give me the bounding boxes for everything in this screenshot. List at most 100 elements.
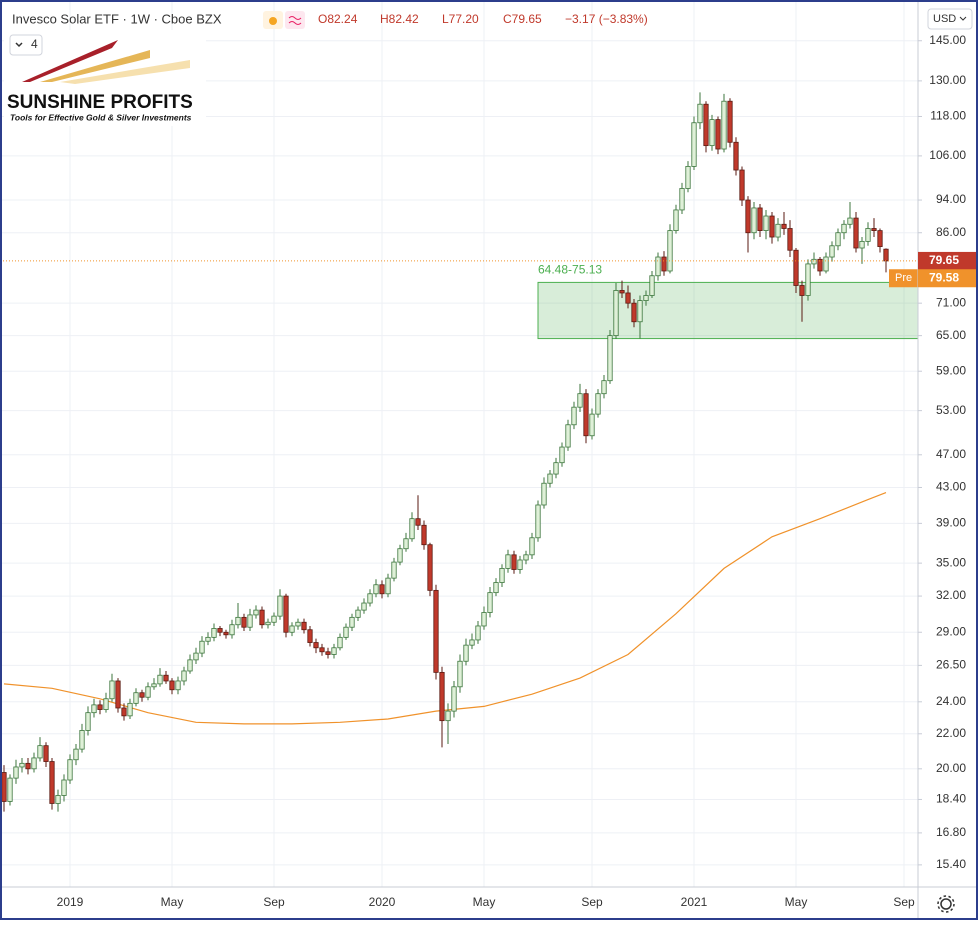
y-tick-label: 16.80 — [936, 825, 966, 839]
candle-body — [715, 119, 721, 150]
candle-body — [181, 670, 187, 682]
candle-body — [289, 625, 295, 633]
candle-body — [637, 300, 643, 323]
candle-body — [163, 674, 169, 682]
candle-body — [691, 122, 697, 167]
candle-body — [79, 730, 85, 750]
candle-body — [265, 621, 271, 626]
legend-item: C79.65 — [503, 12, 542, 26]
candle-body — [823, 256, 829, 272]
candle-body — [37, 745, 43, 759]
candle-body — [541, 482, 547, 506]
candle-body — [619, 290, 625, 294]
candle-body — [883, 248, 889, 262]
axis-layer: 15.40 16.80 18.40 20.00 22.00 24.00 26.50 29.00… — [57, 33, 978, 909]
candle-body — [523, 554, 529, 561]
candle-body — [139, 692, 145, 698]
candle-body — [133, 692, 139, 704]
candle-body — [391, 561, 397, 579]
interval-badge[interactable]: 4 — [9, 34, 43, 56]
candle-body — [841, 223, 847, 234]
last-price-label: 79.65 — [929, 253, 959, 267]
y-tick-label: 15.40 — [936, 857, 966, 871]
x-tick-label: 2019 — [57, 895, 84, 909]
candle-body — [421, 524, 427, 546]
candle-body — [613, 290, 619, 337]
currency-button[interactable]: USD — [927, 8, 973, 30]
candle-body — [865, 228, 871, 242]
badge-box[interactable] — [9, 34, 43, 56]
candle-body — [631, 302, 637, 323]
candle-body — [871, 228, 877, 232]
y-tick-label: 20.00 — [936, 761, 966, 775]
settings-button[interactable] — [937, 895, 955, 913]
candle-body — [151, 683, 157, 688]
candle-body — [559, 446, 565, 464]
candle-body — [121, 707, 127, 717]
candle-body — [241, 616, 247, 628]
y-tick-label: 35.00 — [936, 555, 966, 569]
candle-body — [379, 584, 385, 595]
candle-body — [355, 609, 361, 618]
candle-body — [403, 538, 409, 550]
ohlc-legend: O82.24 H82.42 L77.20 C79.65 −3.17 (−3.83%) — [318, 12, 648, 26]
gear[interactable] — [940, 898, 952, 910]
candle-body — [109, 680, 115, 700]
candle-body — [535, 504, 541, 539]
y-tick-label: 106.00 — [929, 148, 966, 162]
candle-body — [85, 712, 91, 731]
y-tick-label: 22.00 — [936, 726, 966, 740]
candle-body — [487, 592, 493, 613]
candle-body — [733, 141, 739, 171]
legend-item: H82.42 — [380, 12, 419, 26]
y-tick-label: 86.00 — [936, 225, 966, 239]
y-tick-label: 53.00 — [936, 403, 966, 417]
candle-body — [277, 595, 283, 617]
candle-body — [595, 393, 601, 415]
currency-box[interactable] — [927, 8, 973, 30]
candle-body — [577, 393, 583, 408]
x-tick-label: May — [785, 895, 808, 909]
candle-body — [349, 616, 355, 628]
candle-body — [67, 759, 73, 781]
candle-body — [103, 698, 109, 710]
candle-body — [55, 795, 61, 804]
candle-body — [73, 748, 79, 761]
candle-body — [703, 103, 709, 147]
candle-body — [589, 413, 595, 437]
candle-body — [259, 609, 265, 626]
y-tick-label: 43.00 — [936, 480, 966, 494]
candle-body — [793, 249, 799, 286]
candle-body — [565, 424, 571, 448]
logo-swoosh — [40, 50, 150, 82]
candle-body — [19, 762, 25, 768]
candle-body — [475, 625, 481, 641]
candle-body — [667, 230, 673, 272]
candle-body — [247, 614, 253, 628]
candle-body — [187, 659, 193, 672]
candle-body — [49, 761, 55, 804]
x-tick-label: May — [161, 895, 184, 909]
candle-body — [295, 621, 301, 627]
candle-body — [337, 636, 343, 649]
candle-body — [601, 380, 607, 395]
candle-body — [397, 548, 403, 563]
candle-body — [625, 292, 631, 304]
y-tick-label: 71.00 — [936, 295, 966, 309]
logo-swoosh — [22, 40, 118, 82]
x-tick-label: Sep — [893, 895, 915, 909]
candle-body — [481, 612, 487, 627]
legend-item: O82.24 — [318, 12, 358, 26]
candle-body — [157, 674, 163, 685]
y-tick-label: 47.00 — [936, 447, 966, 461]
candle-body — [319, 647, 325, 653]
last-price-box — [918, 251, 978, 270]
pre-market-label: 79.58 — [929, 270, 959, 284]
x-tick-label: 2021 — [681, 895, 708, 909]
candle-body — [517, 559, 523, 570]
y-tick-label: 32.00 — [936, 588, 966, 602]
x-tick-label: May — [473, 895, 496, 909]
candle-body — [781, 223, 787, 229]
